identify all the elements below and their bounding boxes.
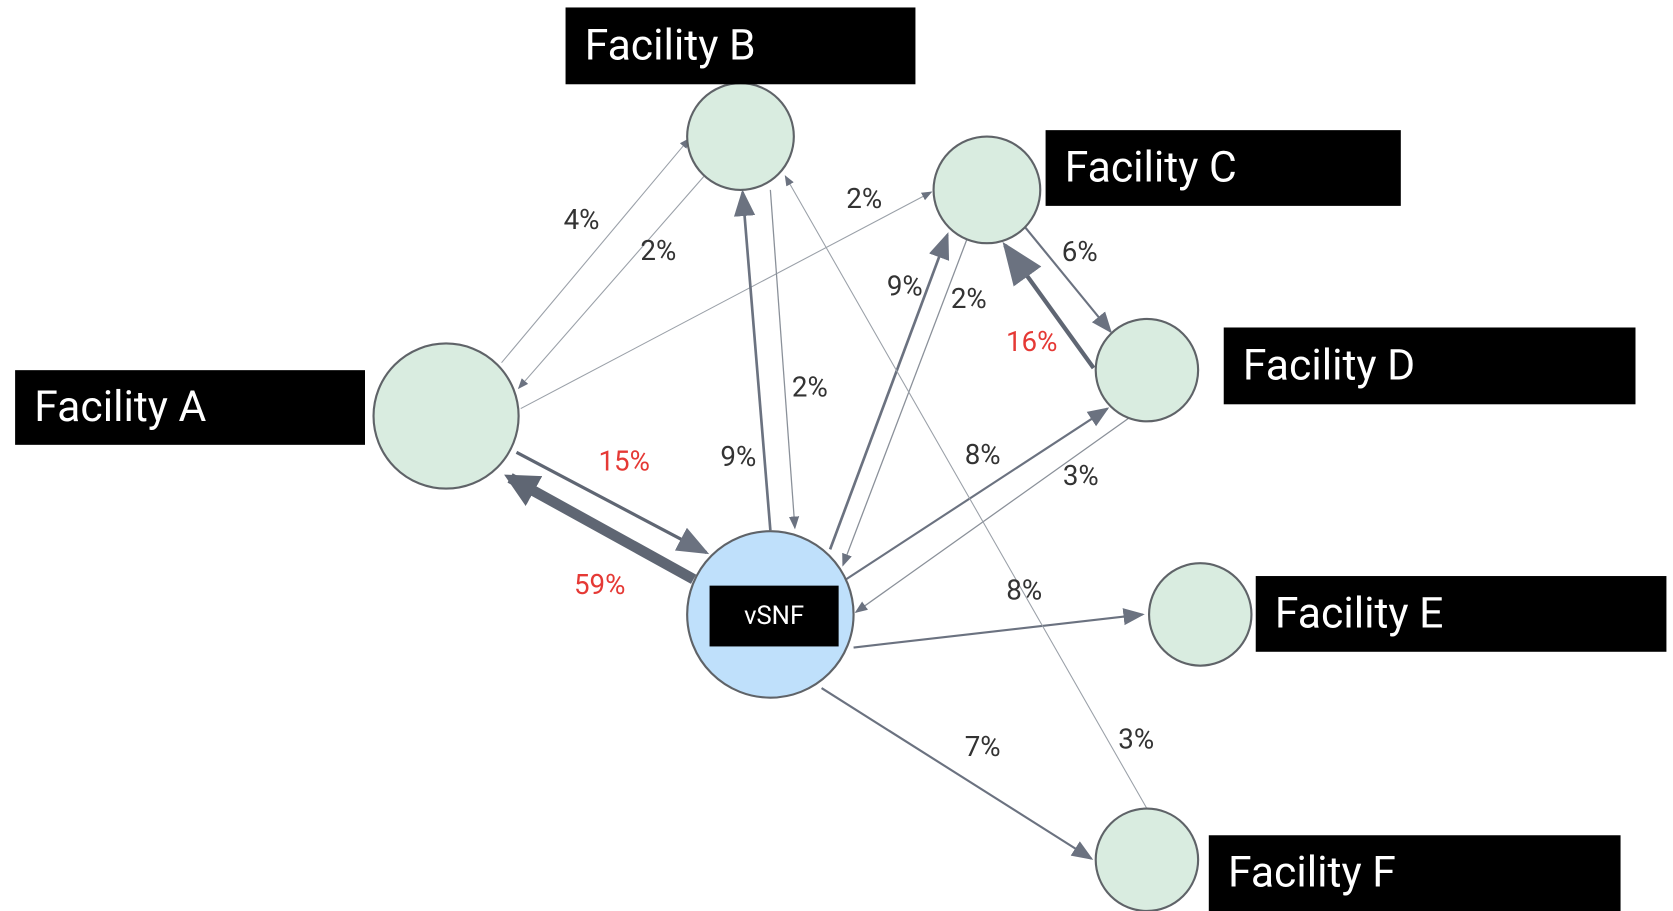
edge-label: 7%: [965, 730, 1001, 763]
edge-label: 2%: [846, 182, 882, 215]
edge-label: 9%: [720, 440, 756, 473]
label-box: [709, 585, 839, 647]
facility-node: [686, 82, 795, 191]
edge-arrow: [1002, 241, 1096, 370]
node-label: Facility A: [34, 382, 206, 432]
edge-arrow: [733, 189, 772, 531]
label-box: [565, 7, 916, 85]
edge-label: 15%: [598, 444, 649, 477]
edge-arrow: [520, 191, 933, 410]
edge-arrow: [517, 175, 705, 390]
edges: [501, 137, 1148, 860]
node-label: Facility F: [1228, 848, 1396, 898]
facility-node: [372, 342, 520, 490]
edge-arrow: [854, 417, 1130, 614]
edge-arrow: [820, 687, 1094, 860]
edge-label: 8%: [965, 438, 1001, 471]
edge-label: 8%: [1006, 573, 1042, 606]
node-label: Facility C: [1065, 142, 1237, 192]
edge-arrow: [504, 473, 697, 584]
label-box: [1255, 576, 1667, 652]
edge-arrow: [842, 239, 968, 567]
hub-label: vSNF: [744, 601, 804, 631]
edge-arrow: [769, 189, 800, 530]
node-label: Facility B: [585, 20, 756, 70]
edge-label: 2%: [951, 282, 987, 315]
edge-label: 2%: [640, 234, 676, 267]
edge-arrow: [842, 407, 1110, 583]
edge-label: 9%: [887, 269, 923, 302]
edge-label: 2%: [792, 371, 828, 404]
label-box: [1045, 130, 1401, 206]
node-label: Facility E: [1275, 588, 1443, 638]
edge-arrow: [501, 137, 690, 364]
edge-label: 3%: [1118, 723, 1154, 756]
edge-label: 6%: [1062, 235, 1098, 268]
facility-node: [932, 135, 1042, 245]
node-label: Facility D: [1243, 340, 1415, 390]
edge-arrow: [853, 608, 1145, 649]
facility-node: [1094, 317, 1200, 423]
label-box: [1208, 835, 1621, 911]
edge-label: 59%: [574, 568, 625, 601]
label-box: [1223, 327, 1636, 405]
edge-label: 3%: [1063, 459, 1099, 492]
edge-label: 16%: [1006, 325, 1057, 358]
facility-node: [1147, 562, 1253, 667]
edge-label: 4%: [564, 203, 600, 236]
edge-arrow: [515, 450, 710, 555]
edge-arrow: [784, 175, 1148, 809]
label-box: [15, 370, 365, 445]
labels: 4% 2% 2% 15% 59% 9% 2% 9% 2% 6% 16% 8% 3% 8% 3% 7% Facil…: [15, 7, 1667, 911]
nodes: [372, 82, 1253, 911]
facility-node: [1094, 807, 1200, 911]
edge-arrow: [828, 232, 950, 550]
